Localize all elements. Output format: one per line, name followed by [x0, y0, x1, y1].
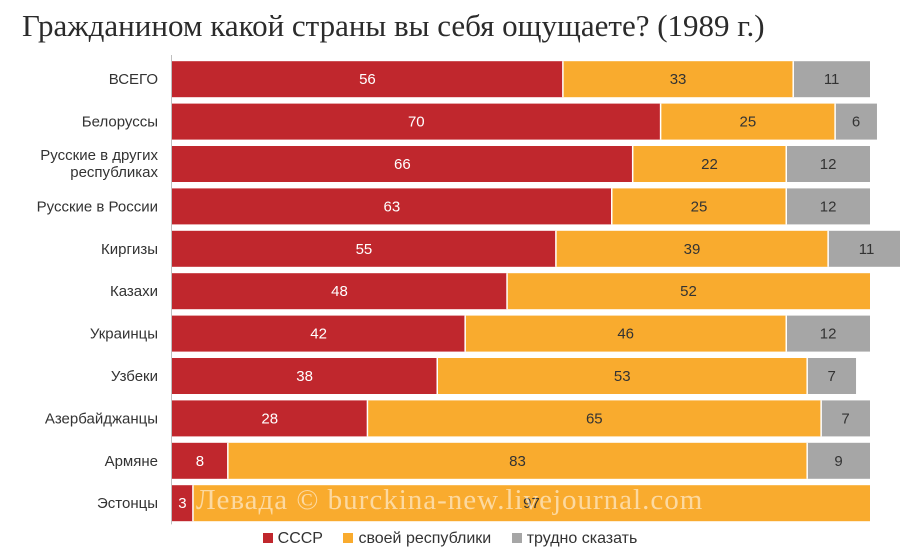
data-label: 55	[356, 241, 373, 258]
category-label: Украинцы	[90, 326, 158, 343]
data-label: 12	[820, 156, 837, 173]
bar-segment	[437, 358, 808, 394]
category-label: Узбеки	[111, 368, 158, 385]
data-label: 12	[820, 198, 837, 215]
data-label: 28	[261, 410, 278, 427]
legend-label-own-republic: своей республики	[358, 530, 492, 547]
bar-segment	[807, 442, 870, 479]
bar-segment	[660, 103, 836, 140]
data-label: 11	[859, 241, 875, 258]
legend-swatch-ussr	[262, 533, 273, 543]
bar-segment	[172, 273, 508, 310]
bar-segment	[793, 61, 870, 98]
data-label: 39	[684, 241, 701, 258]
legend-swatch-own-republic	[343, 533, 354, 543]
bar-segment	[632, 146, 787, 182]
data-label: 53	[614, 368, 631, 385]
legend-item-own-republic: своей республики	[343, 530, 491, 548]
data-label: 70	[408, 114, 425, 131]
bar-segment	[227, 442, 808, 479]
bar-segment	[172, 188, 612, 225]
bar-segment	[172, 485, 193, 522]
bar-segment	[835, 103, 877, 140]
data-label: 56	[359, 71, 376, 88]
data-label: 7	[827, 368, 835, 385]
bar-segment	[786, 315, 870, 352]
bar-segment	[507, 273, 870, 310]
category-label: ВСЕГО	[109, 71, 158, 88]
legend-swatch-hard-to-say	[511, 533, 522, 543]
category-label: Азербайджанцы	[45, 410, 158, 427]
bar-segment	[786, 146, 870, 182]
data-label: 25	[740, 114, 757, 131]
data-label: 7	[841, 410, 849, 427]
category-label: Русские в других республиках	[40, 147, 158, 181]
bar-segment	[172, 358, 438, 394]
data-label: 66	[394, 156, 411, 173]
data-label: 97	[523, 495, 540, 512]
data-label: 6	[852, 114, 860, 131]
chart-title: Гражданином какой страны вы себя ощущает…	[22, 8, 765, 43]
bar-segment	[786, 188, 870, 225]
bar-segment	[807, 358, 857, 394]
data-label: 22	[701, 156, 718, 173]
data-label: 42	[310, 326, 327, 343]
data-label: 3	[178, 495, 186, 512]
data-label: 12	[820, 326, 837, 343]
category-label: Русские в России	[37, 198, 158, 215]
bar-segment	[172, 315, 466, 352]
watermark-text: Левада © burckina-new.livejournal.com	[196, 484, 704, 516]
bar-segment	[172, 61, 563, 98]
data-label: 9	[834, 453, 842, 470]
category-label: Армяне	[105, 453, 158, 470]
bar-segment	[172, 230, 556, 267]
data-label: 83	[509, 453, 526, 470]
legend-item-hard-to-say: трудно сказать	[511, 530, 638, 548]
data-label: 65	[586, 410, 603, 427]
data-label: 33	[670, 71, 687, 88]
bar-segment	[172, 442, 228, 479]
stacked-bar-chart: ВСЕГО 56 33 11 Белоруссы 70 25 6 Русские в други…	[37, 55, 900, 525]
data-label: 8	[196, 453, 204, 470]
bar-segment	[821, 400, 870, 437]
legend-label-hard-to-say: трудно сказать	[526, 530, 638, 547]
bar-segment	[828, 230, 900, 267]
category-label: Киргизы	[101, 241, 158, 258]
data-label: 11	[824, 71, 840, 88]
data-label: 46	[617, 326, 634, 343]
chart-legend: СССР своей республики трудно сказать	[0, 530, 900, 548]
bar-segment	[562, 61, 794, 98]
data-label: 38	[296, 368, 313, 385]
data-label: 25	[691, 198, 708, 215]
bar-segment	[555, 230, 829, 267]
bar-segment	[611, 188, 787, 225]
bar-segment	[172, 400, 368, 437]
bar-segment	[192, 485, 870, 522]
bar-segment	[367, 400, 822, 437]
bar-segment	[465, 315, 787, 352]
category-label: Белоруссы	[82, 114, 158, 131]
legend-item-ussr: СССР	[262, 530, 323, 548]
legend-label-ussr: СССР	[277, 530, 323, 547]
data-label: 52	[680, 283, 697, 300]
category-label: Эстонцы	[97, 495, 158, 512]
data-label: 63	[384, 198, 401, 215]
data-label: 48	[331, 283, 348, 300]
bar-segment	[172, 103, 661, 140]
category-label: Казахи	[110, 283, 158, 300]
bar-segment	[172, 146, 633, 182]
